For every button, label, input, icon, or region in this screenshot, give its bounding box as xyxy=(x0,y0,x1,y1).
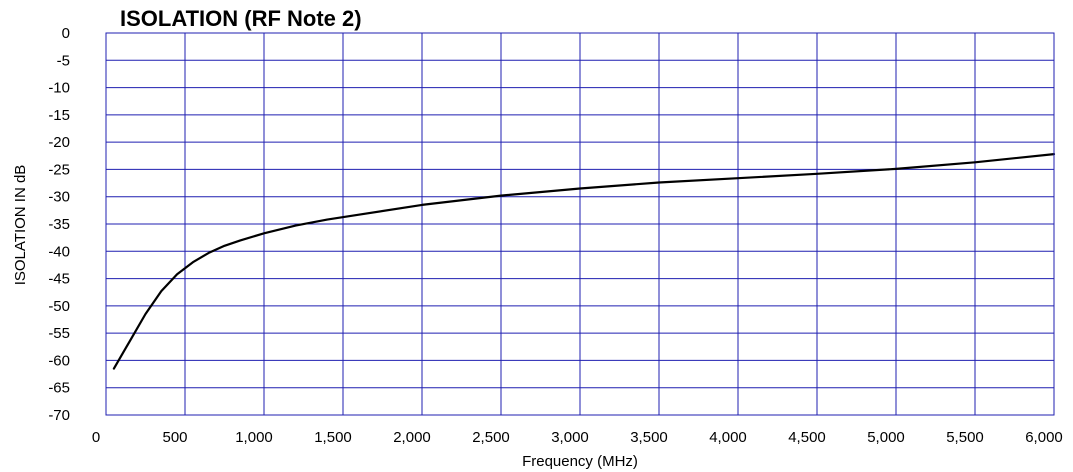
x-tick-label: 0 xyxy=(92,429,100,446)
y-tick-label: -15 xyxy=(48,107,70,124)
y-tick-label: -25 xyxy=(48,161,70,178)
y-tick-label: -50 xyxy=(48,298,70,315)
y-tick-label: -70 xyxy=(48,407,70,424)
chart-title: ISOLATION (RF Note 2) xyxy=(120,6,362,31)
isolation-series-line xyxy=(112,153,1056,370)
y-tick-label: -60 xyxy=(48,352,70,369)
x-tick-label: 3,500 xyxy=(630,429,668,446)
y-tick-label: -5 xyxy=(57,52,70,69)
y-tick-label: -40 xyxy=(48,243,70,260)
x-tick-label: 500 xyxy=(162,429,187,446)
x-tick-label: 4,500 xyxy=(788,429,826,446)
y-tick-label: -35 xyxy=(48,216,70,233)
x-tick-label: 3,000 xyxy=(551,429,589,446)
x-tick-labels: 0 500 1,000 1,500 2,000 2,500 3,000 3,500 4,000 4… xyxy=(92,429,1063,446)
x-tick-label: 2,000 xyxy=(393,429,431,446)
x-tick-label: 4,000 xyxy=(709,429,747,446)
x-tick-label: 6,000 xyxy=(1025,429,1063,446)
x-tick-label: 1,000 xyxy=(235,429,273,446)
x-axis-label: Frequency (MHz) xyxy=(522,453,638,470)
y-tick-label: -65 xyxy=(48,380,70,397)
x-tick-label: 5,500 xyxy=(946,429,984,446)
x-tick-label: 2,500 xyxy=(472,429,510,446)
grid xyxy=(105,32,1055,416)
y-tick-label: 0 xyxy=(62,25,70,42)
y-tick-label: -30 xyxy=(48,189,70,206)
y-tick-labels: 0 -5 -10 -15 -20 -25 -30 -35 -40 -45 -50 -55 -60 -65 -… xyxy=(48,25,70,424)
x-tick-label: 5,000 xyxy=(867,429,905,446)
y-tick-label: -55 xyxy=(48,325,70,342)
y-tick-label: -10 xyxy=(48,80,70,97)
x-tick-label: 1,500 xyxy=(314,429,352,446)
y-tick-label: -45 xyxy=(48,271,70,288)
series-layer xyxy=(112,153,1056,370)
plot-border xyxy=(105,32,1055,416)
y-axis-label: ISOLATION IN dB xyxy=(12,165,29,286)
y-tick-label: -20 xyxy=(48,134,70,151)
